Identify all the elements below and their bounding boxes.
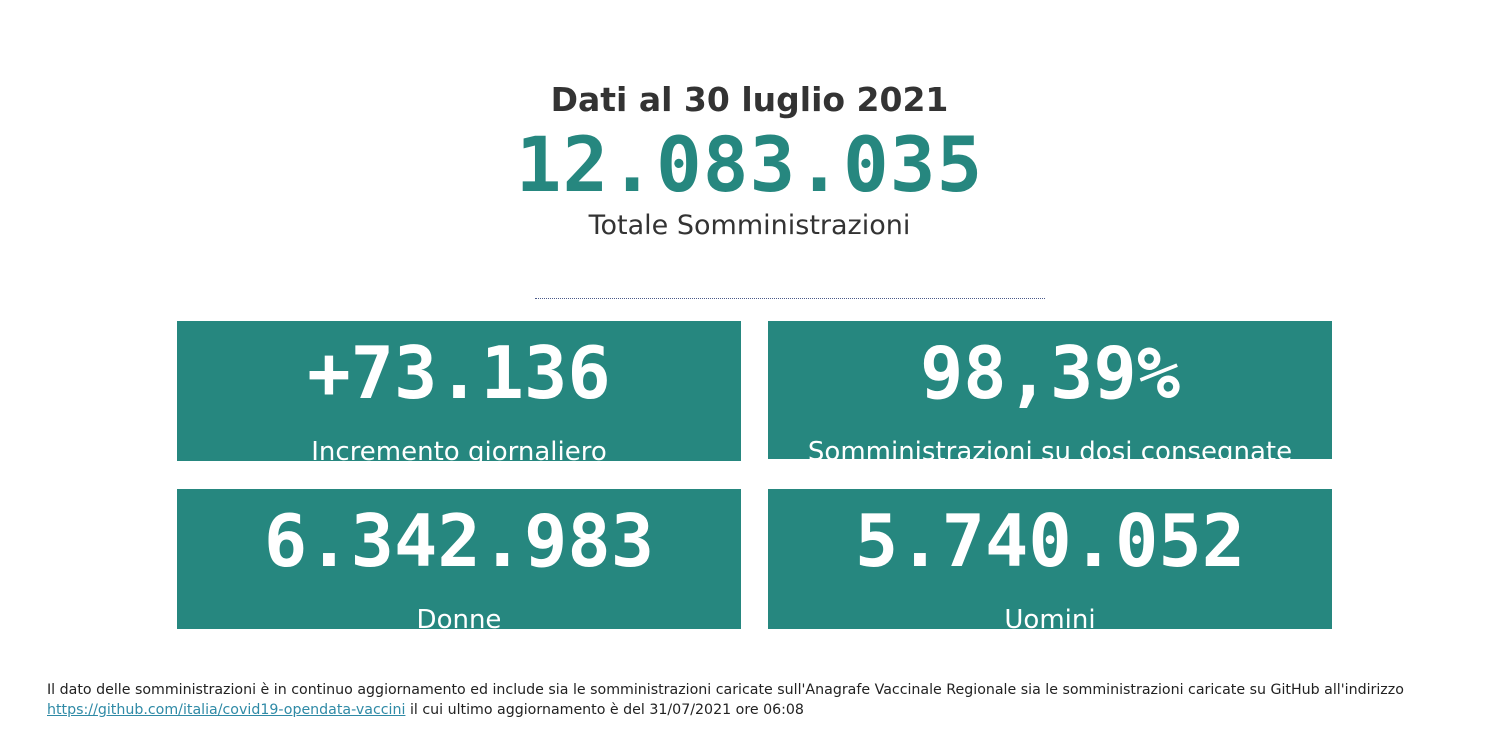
daily-increment-label: Incremento giornaliero bbox=[311, 437, 607, 467]
doses-ratio-value: 98,39% bbox=[919, 331, 1181, 415]
data-date: Dati al 30 luglio 2021 bbox=[550, 80, 949, 119]
doses-ratio-card: 98,39% Somministrazioni su dosi consegna… bbox=[768, 321, 1332, 467]
footnote-update-text: il cui ultimo aggiornamento è del 31/07/… bbox=[409, 702, 804, 718]
women-value: 6.342.983 bbox=[263, 499, 655, 583]
footnote-text: Il dato delle somministrazioni è in cont… bbox=[47, 682, 1404, 698]
men-card: 5.740.052 Uomini bbox=[768, 489, 1332, 635]
footnote: Il dato delle somministrazioni è in cont… bbox=[47, 680, 1487, 720]
daily-increment-value: +73.136 bbox=[307, 331, 611, 415]
men-value: 5.740.052 bbox=[854, 499, 1246, 583]
men-label: Uomini bbox=[1004, 605, 1096, 635]
summary-header: Dati al 30 luglio 2021 12.083.035 Totale… bbox=[0, 78, 1499, 244]
doses-ratio-label: Somministrazioni su dosi consegnate bbox=[807, 437, 1293, 467]
divider bbox=[535, 298, 1045, 299]
github-link[interactable]: https://github.com/italia/covid19-openda… bbox=[47, 702, 406, 718]
women-card: 6.342.983 Donne bbox=[177, 489, 741, 635]
daily-increment-card: +73.136 Incremento giornaliero bbox=[177, 321, 741, 467]
total-administrations-label: Totale Somministrazioni bbox=[588, 210, 911, 241]
total-administrations-value: 12.083.035 bbox=[515, 120, 984, 209]
women-label: Donne bbox=[416, 605, 502, 635]
